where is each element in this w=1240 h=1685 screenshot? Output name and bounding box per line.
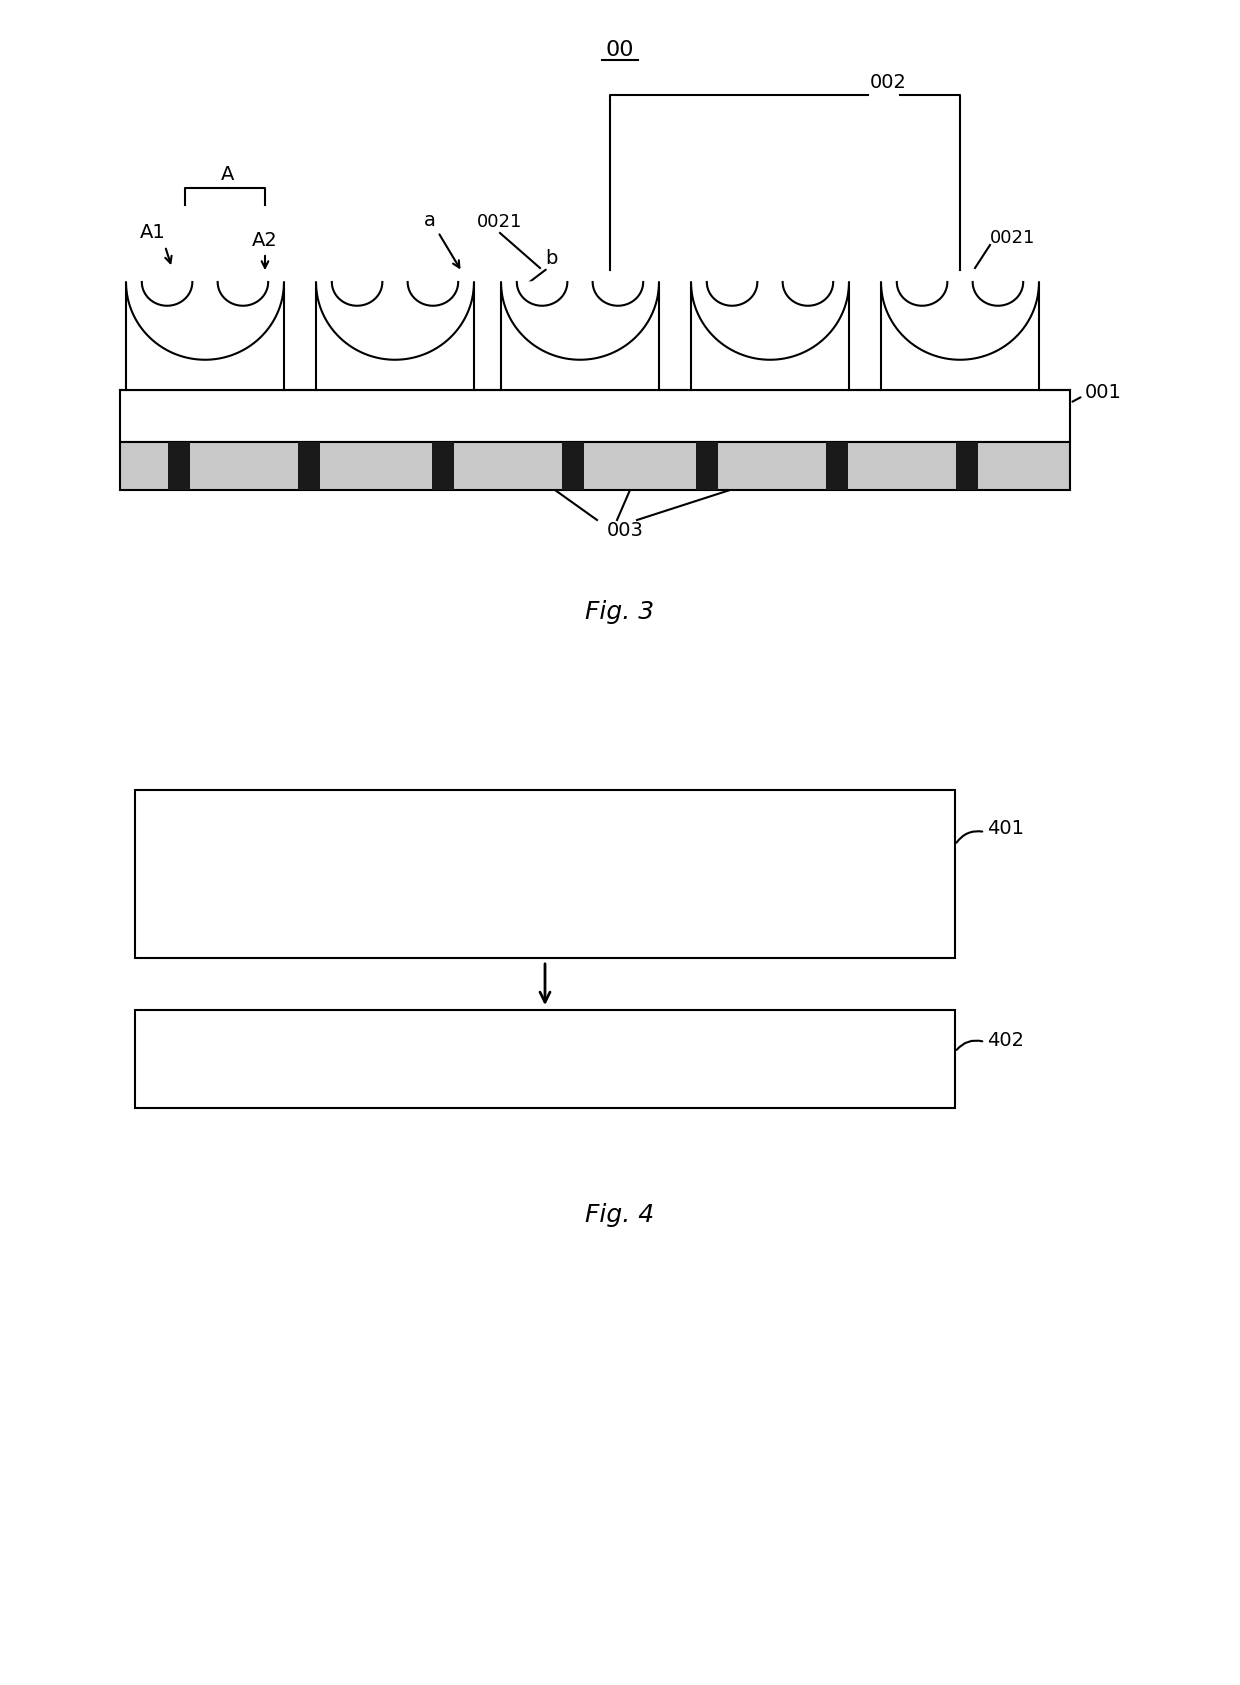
Text: A1: A1 bbox=[140, 224, 166, 243]
Polygon shape bbox=[332, 281, 382, 305]
Text: 0021: 0021 bbox=[477, 212, 523, 231]
Bar bbox=[120, 389, 1070, 441]
Text: 002: 002 bbox=[870, 72, 906, 91]
Text: Fig. 3: Fig. 3 bbox=[585, 600, 655, 623]
Polygon shape bbox=[316, 281, 474, 389]
Text: 0031: 0031 bbox=[748, 458, 794, 477]
Text: A2: A2 bbox=[252, 231, 278, 249]
Text: 00: 00 bbox=[606, 40, 634, 61]
Text: 001: 001 bbox=[1085, 384, 1122, 403]
Polygon shape bbox=[126, 281, 284, 389]
Polygon shape bbox=[972, 281, 1023, 305]
Text: A: A bbox=[221, 165, 234, 184]
Text: 402: 402 bbox=[987, 1031, 1024, 1050]
Text: 0031: 0031 bbox=[506, 468, 551, 487]
Bar bbox=[826, 441, 848, 490]
Bar bbox=[120, 441, 1070, 490]
Polygon shape bbox=[593, 281, 644, 305]
Polygon shape bbox=[408, 281, 459, 305]
Bar bbox=[956, 441, 978, 490]
Text: 003: 003 bbox=[606, 521, 644, 539]
Polygon shape bbox=[897, 281, 947, 305]
Polygon shape bbox=[691, 281, 849, 389]
Text: Fig. 4: Fig. 4 bbox=[585, 1203, 655, 1227]
Text: 401: 401 bbox=[987, 819, 1024, 837]
Text: a: a bbox=[424, 211, 436, 229]
Polygon shape bbox=[782, 281, 833, 305]
Polygon shape bbox=[501, 281, 658, 389]
Polygon shape bbox=[517, 281, 568, 305]
Polygon shape bbox=[141, 281, 192, 305]
Text: b: b bbox=[546, 248, 557, 268]
Bar bbox=[562, 441, 584, 490]
Text: forming a touch screen panel pattern on a side
of a transparent substrate, a sur: forming a touch screen panel pattern on … bbox=[312, 824, 777, 925]
Text: forming a color resist layer on the other side of
the transparent substrate.: forming a color resist layer on the othe… bbox=[324, 1036, 766, 1082]
Bar bbox=[135, 1009, 955, 1109]
Bar bbox=[167, 441, 190, 490]
Polygon shape bbox=[880, 281, 1039, 389]
Polygon shape bbox=[218, 281, 268, 305]
Bar bbox=[432, 441, 454, 490]
Polygon shape bbox=[707, 281, 758, 305]
Bar bbox=[135, 790, 955, 959]
Bar bbox=[298, 441, 320, 490]
Text: 0021: 0021 bbox=[990, 229, 1035, 248]
Text: 0032: 0032 bbox=[613, 467, 657, 485]
Bar bbox=[696, 441, 718, 490]
